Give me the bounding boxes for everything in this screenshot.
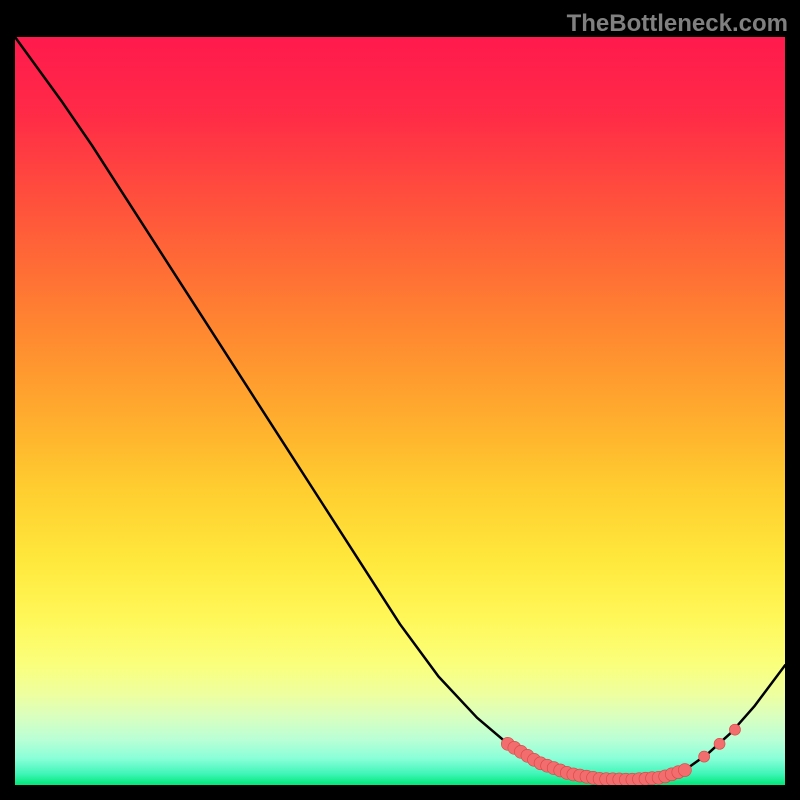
marker-group <box>501 724 740 785</box>
data-marker <box>678 764 691 777</box>
curve-layer <box>15 37 785 785</box>
bottleneck-curve <box>15 37 785 780</box>
watermark-text: TheBottleneck.com <box>567 10 788 38</box>
data-marker <box>714 738 725 749</box>
data-marker <box>699 751 710 762</box>
data-marker <box>729 724 740 735</box>
chart-container: TheBottleneck.com <box>0 0 800 800</box>
plot-area <box>15 37 785 785</box>
